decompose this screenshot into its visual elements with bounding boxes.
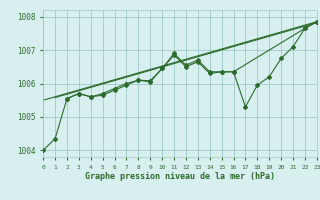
X-axis label: Graphe pression niveau de la mer (hPa): Graphe pression niveau de la mer (hPa) [85, 172, 275, 181]
